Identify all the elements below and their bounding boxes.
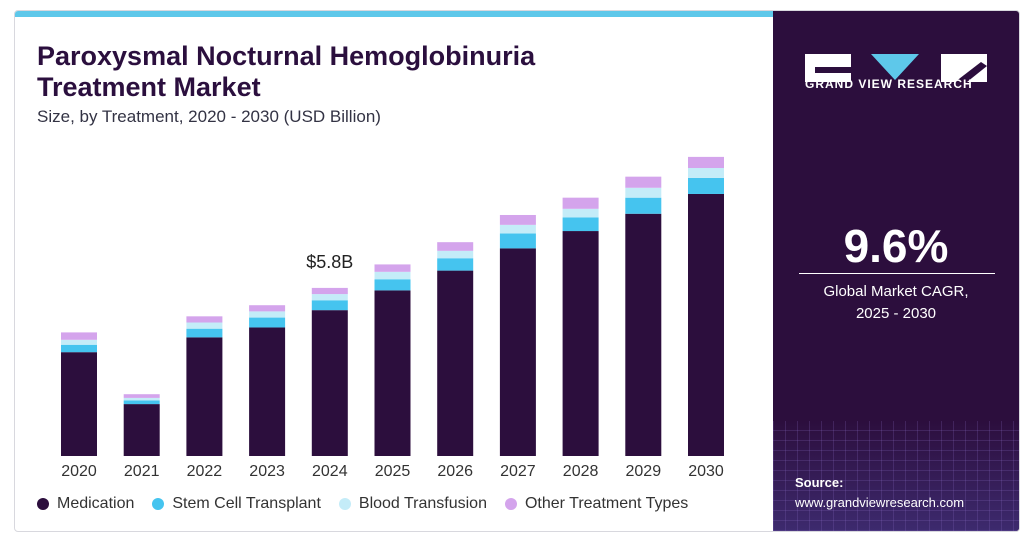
x-tick-label: 2023 bbox=[249, 463, 285, 480]
legend-swatch bbox=[504, 498, 517, 510]
bar-medication-2027 bbox=[499, 248, 536, 456]
bar-blood-transfusion-2026 bbox=[437, 250, 474, 259]
chart-legend: Medication Stem Cell Transplant Blood Tran… bbox=[37, 495, 767, 513]
x-tick-label: 2026 bbox=[437, 463, 473, 480]
x-tick-label: 2025 bbox=[375, 463, 411, 480]
title-line-2: Treatment Market bbox=[37, 72, 261, 102]
bar-medication-2020 bbox=[61, 352, 97, 456]
source-block: Source: www.grandviewresearch.com bbox=[795, 473, 964, 513]
cagr-value: 9.6% bbox=[843, 220, 949, 272]
legend-item-blood-transfusion: Blood Transfusion bbox=[338, 495, 487, 513]
bar-other-treatment-types-2027 bbox=[499, 214, 536, 225]
chart-card: Paroxysmal Nocturnal Hemoglobinuria Trea… bbox=[14, 10, 1020, 532]
legend-item-medication: Medication bbox=[37, 495, 134, 513]
bar-stem-cell-transplant-2026 bbox=[437, 258, 474, 271]
bar-blood-transfusion-2029 bbox=[625, 187, 662, 198]
bar-medication-2023 bbox=[249, 327, 286, 456]
bar-medication-2029 bbox=[625, 213, 662, 456]
chart-panel: Paroxysmal Nocturnal Hemoglobinuria Trea… bbox=[15, 17, 773, 531]
title-line-1: Paroxysmal Nocturnal Hemoglobinuria bbox=[37, 41, 536, 71]
legend-swatch bbox=[37, 498, 49, 510]
bar-stem-cell-transplant-2025 bbox=[374, 279, 411, 291]
bar-stem-cell-transplant-2027 bbox=[499, 233, 536, 249]
legend-label: Blood Transfusion bbox=[358, 495, 487, 512]
bar-blood-transfusion-2022 bbox=[186, 322, 223, 329]
bar-medication-2025 bbox=[374, 290, 411, 456]
bar-medication-2030 bbox=[688, 193, 724, 456]
bar-other-treatment-types-2028 bbox=[562, 197, 599, 209]
bar-other-treatment-types-2025 bbox=[374, 264, 411, 272]
info-panel: GRAND VIEW RESEARCH 9.6% Global Market C… bbox=[773, 11, 1019, 531]
bar-stem-cell-transplant-2021 bbox=[123, 400, 160, 405]
legend-swatch bbox=[152, 498, 165, 510]
legend-item-other-treatment-types: Other Treatment Types bbox=[504, 495, 689, 513]
cagr-label-line-2: 2025 - 2030 bbox=[855, 305, 937, 322]
bar-medication-2028 bbox=[562, 231, 599, 456]
bar-other-treatment-types-2030 bbox=[688, 156, 724, 169]
chart-subtitle: Size, by Treatment, 2020 - 2030 (USD Bil… bbox=[37, 107, 381, 126]
x-tick-label: 2028 bbox=[563, 463, 599, 480]
bar-blood-transfusion-2024 bbox=[311, 294, 348, 301]
cagr-label: Global Market CAGR, 2025 - 2030 bbox=[773, 281, 1019, 325]
x-tick-label: 2030 bbox=[688, 463, 724, 480]
bar-medication-2022 bbox=[186, 337, 223, 456]
x-tick-label: 2022 bbox=[187, 463, 223, 480]
x-tick-label: 2021 bbox=[124, 463, 160, 480]
bar-stem-cell-transplant-2028 bbox=[562, 217, 599, 232]
x-tick-label: 2029 bbox=[626, 463, 662, 480]
bar-other-treatment-types-2021 bbox=[123, 394, 160, 398]
bar-stem-cell-transplant-2023 bbox=[249, 317, 286, 328]
bar-other-treatment-types-2029 bbox=[625, 176, 662, 188]
cagr-label-line-1: Global Market CAGR, bbox=[823, 283, 969, 300]
bar-other-treatment-types-2024 bbox=[311, 287, 348, 295]
bar-stem-cell-transplant-2024 bbox=[311, 300, 348, 311]
bar-stem-cell-transplant-2030 bbox=[688, 177, 724, 194]
stacked-bar-chart: 2020 2021 2022 2023 2024 2025 2026 2027 2028 2029… bbox=[61, 156, 724, 480]
chart-title: Paroxysmal Nocturnal Hemoglobinuria Trea… bbox=[37, 41, 737, 103]
grid-background bbox=[773, 421, 1019, 531]
bar-stem-cell-transplant-2022 bbox=[186, 328, 223, 338]
bar-blood-transfusion-2021 bbox=[123, 397, 160, 401]
x-tick-label: 2020 bbox=[61, 463, 97, 480]
bar-other-treatment-types-2026 bbox=[437, 242, 474, 251]
bar-blood-transfusion-2020 bbox=[61, 339, 97, 345]
source-label: Source: bbox=[795, 475, 844, 490]
bar-blood-transfusion-2027 bbox=[499, 224, 536, 234]
accent-bar bbox=[15, 11, 773, 17]
legend-label: Other Treatment Types bbox=[524, 495, 689, 512]
grand-view-research-logo bbox=[805, 54, 987, 82]
cagr-divider bbox=[799, 273, 995, 274]
bar-medication-2024 bbox=[311, 310, 348, 456]
bar-blood-transfusion-2028 bbox=[562, 208, 599, 218]
source-url[interactable]: www.grandviewresearch.com bbox=[795, 495, 965, 510]
x-tick-label: 2024 bbox=[312, 463, 348, 480]
bar-blood-transfusion-2023 bbox=[249, 311, 286, 318]
legend-item-stem-cell-transplant: Stem Cell Transplant bbox=[152, 495, 321, 513]
value-annotation-2024: $5.8B bbox=[306, 252, 353, 272]
bar-blood-transfusion-2025 bbox=[374, 271, 411, 280]
bar-medication-2021 bbox=[123, 404, 160, 456]
legend-label: Medication bbox=[57, 495, 135, 512]
bar-other-treatment-types-2023 bbox=[249, 305, 286, 312]
bar-other-treatment-types-2020 bbox=[61, 332, 97, 340]
bar-medication-2026 bbox=[437, 270, 474, 456]
bar-stem-cell-transplant-2029 bbox=[625, 197, 662, 214]
legend-label: Stem Cell Transplant bbox=[172, 495, 321, 512]
bar-blood-transfusion-2030 bbox=[688, 168, 724, 178]
brand-name: GRAND VIEW RESEARCH bbox=[805, 77, 973, 91]
x-tick-label: 2027 bbox=[500, 463, 536, 480]
bar-stem-cell-transplant-2020 bbox=[61, 344, 97, 353]
bar-other-treatment-types-2022 bbox=[186, 316, 223, 323]
legend-swatch bbox=[338, 498, 351, 510]
